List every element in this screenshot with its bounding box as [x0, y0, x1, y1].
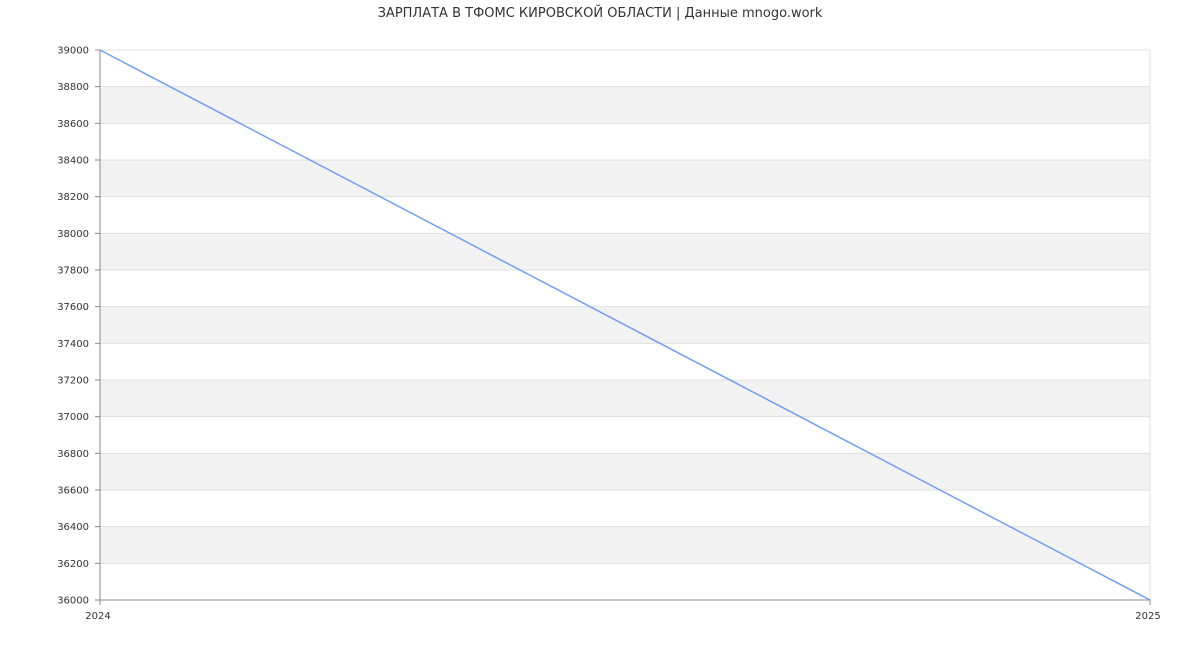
y-tick-label: 37400: [57, 339, 89, 350]
y-tick-label: 36200: [57, 559, 89, 570]
y-tick-label: 37000: [57, 412, 89, 423]
chart-title: ЗАРПЛАТА В ТФОМС КИРОВСКОЙ ОБЛАСТИ | Дан…: [377, 6, 823, 21]
grid-band: [100, 270, 1150, 307]
data-point: [1149, 599, 1151, 601]
y-tick-label: 37600: [57, 302, 89, 313]
y-tick-label: 37200: [57, 376, 89, 387]
grid-band: [100, 416, 1150, 454]
grid-band: [100, 526, 1150, 564]
grid-band: [100, 86, 1150, 124]
grid-band: [100, 160, 1150, 197]
y-tick-label: 38000: [57, 229, 89, 240]
y-tick-label: 38800: [57, 82, 89, 93]
y-tick-label: 37800: [57, 266, 89, 277]
grid-band: [100, 123, 1150, 160]
y-tick-label: 38600: [57, 119, 89, 130]
y-tick-label: 39000: [57, 46, 89, 57]
grid-band: [100, 233, 1150, 270]
grid-band: [100, 196, 1150, 234]
grid-band: [100, 50, 1150, 87]
y-tick-label: 36800: [57, 449, 89, 460]
series-line: [99, 49, 1151, 601]
y-tick-label: 38200: [57, 192, 89, 203]
y-tick-label: 36000: [57, 596, 89, 607]
y-tick-label: 36400: [57, 522, 89, 533]
x-tick-label: 2025: [1135, 611, 1160, 622]
grid-band: [100, 563, 1150, 600]
y-tick-label: 36600: [57, 486, 89, 497]
x-tick-label: 2024: [85, 611, 110, 622]
grid-band: [100, 453, 1150, 490]
grid-band: [100, 380, 1150, 417]
grid-band: [100, 490, 1150, 527]
y-tick-label: 38400: [57, 156, 89, 167]
grid-band: [100, 343, 1150, 380]
data-point: [99, 49, 101, 51]
